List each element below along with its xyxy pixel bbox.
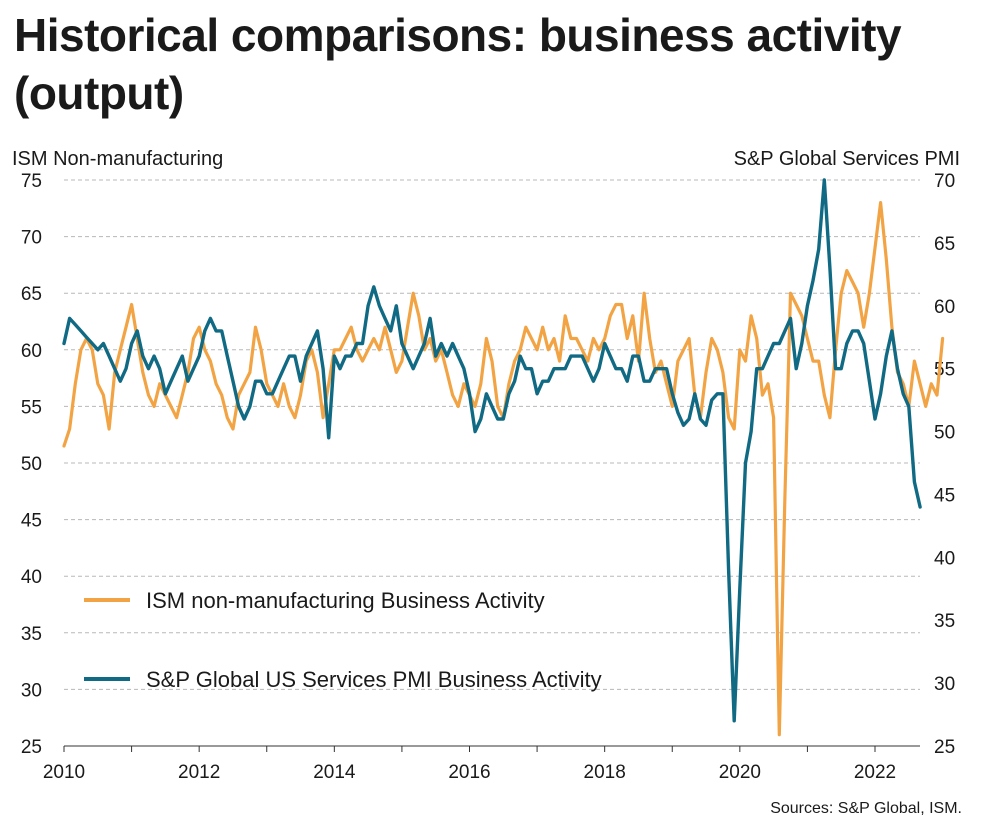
- right-tick-label: 60: [934, 297, 955, 318]
- right-tick-label: 65: [934, 234, 955, 255]
- legend-label-spglobal: S&P Global US Services PMI Business Acti…: [146, 667, 602, 692]
- left-tick-label: 45: [21, 511, 42, 532]
- legend: ISM non-manufacturing Business Activity S…: [84, 588, 602, 692]
- right-tick-label: 30: [934, 674, 955, 695]
- chart-title: Historical comparisons: business activit…: [14, 9, 902, 119]
- right-axis-title: S&P Global Services PMI: [733, 148, 960, 170]
- left-tick-label: 65: [21, 284, 42, 305]
- left-tick-label: 30: [21, 680, 42, 701]
- left-tick-label: 75: [21, 171, 42, 192]
- left-axis-title: ISM Non-manufacturing: [12, 148, 224, 170]
- right-tick-label: 35: [934, 611, 955, 632]
- x-tick-label: 2012: [178, 762, 220, 783]
- x-tick-label: 2014: [313, 762, 356, 783]
- spglobal-series-line: [62, 178, 922, 723]
- right-tick-label: 45: [934, 485, 955, 506]
- left-tick-label: 55: [21, 397, 42, 418]
- source-note: Sources: S&P Global, ISM.: [770, 800, 962, 817]
- ism-series-line: [62, 201, 945, 737]
- left-tick-label: 35: [21, 624, 42, 645]
- right-tick-label: 50: [934, 423, 955, 444]
- x-tick-label: 2010: [43, 762, 85, 783]
- x-tick-label: 2016: [448, 762, 490, 783]
- series-lines: [62, 178, 945, 737]
- left-tick-label: 40: [21, 567, 42, 588]
- right-tick-label: 40: [934, 548, 955, 569]
- left-tick-label: 50: [21, 454, 42, 475]
- x-axis: 2010 2012 2014 2016 2018 2020 2022: [43, 745, 920, 783]
- left-tick-label: 60: [21, 341, 42, 362]
- x-tick-label: 2020: [719, 762, 761, 783]
- x-tick-label: 2018: [584, 762, 626, 783]
- legend-label-ism: ISM non-manufacturing Business Activity: [146, 588, 545, 613]
- left-y-axis: 25 30 35 40 45 50 55 60 65 70 75: [21, 171, 42, 758]
- x-tick-label: 2022: [854, 762, 896, 783]
- left-tick-label: 25: [21, 737, 42, 758]
- right-tick-label: 70: [934, 171, 955, 192]
- right-tick-label: 25: [934, 737, 955, 758]
- left-tick-label: 70: [21, 228, 42, 249]
